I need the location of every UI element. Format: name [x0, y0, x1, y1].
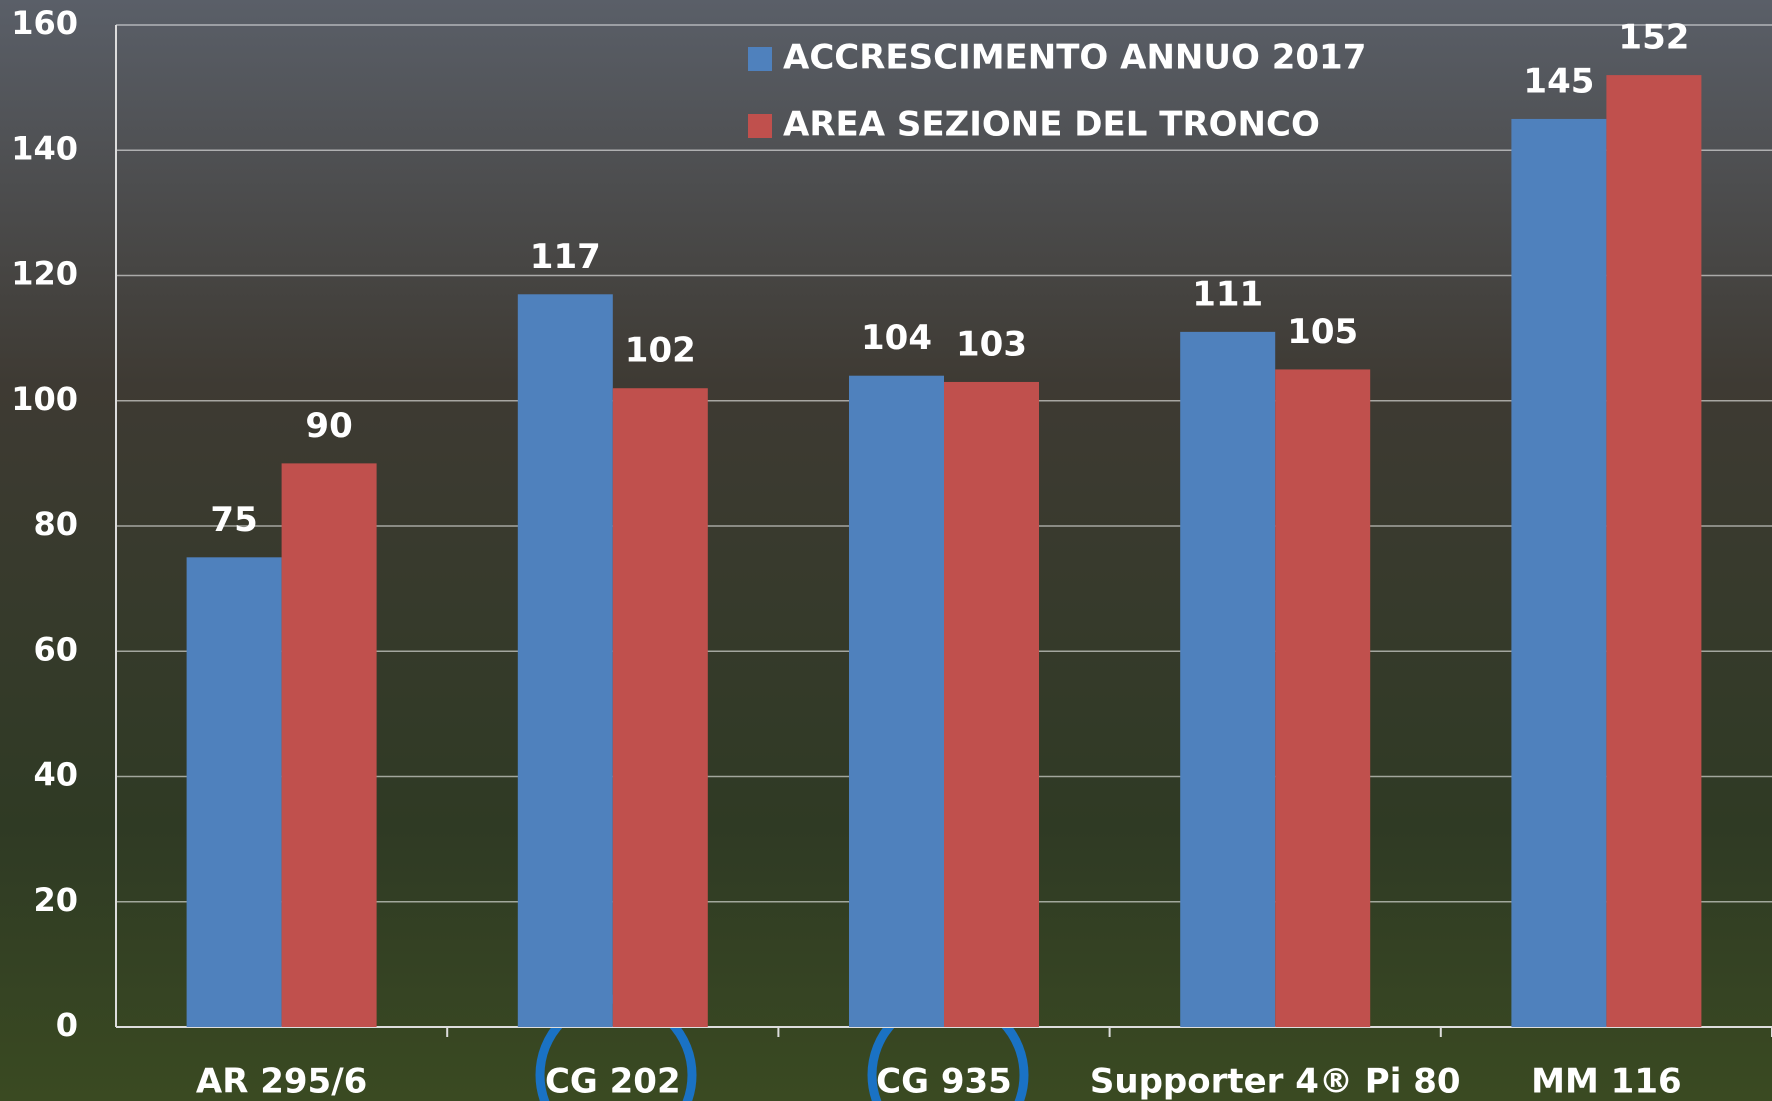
legend-swatch — [748, 114, 772, 138]
value-label: 117 — [530, 237, 601, 277]
y-tick-label: 60 — [33, 630, 78, 668]
bar — [944, 381, 1039, 1027]
value-label: 102 — [625, 331, 696, 371]
bar — [186, 557, 282, 1027]
x-tick-label: CG 935 — [876, 1062, 1012, 1101]
value-label: 103 — [956, 324, 1027, 364]
y-tick-label: 160 — [11, 4, 78, 42]
y-tick-label: 140 — [11, 129, 78, 167]
value-label: 111 — [1192, 274, 1263, 314]
bar — [612, 388, 708, 1028]
legend-swatch — [748, 47, 772, 71]
bar — [1606, 75, 1702, 1028]
value-label: 90 — [305, 406, 352, 446]
bar — [849, 375, 944, 1027]
y-tick-label: 120 — [11, 255, 78, 293]
y-tick-label: 0 — [56, 1006, 78, 1044]
y-tick-label: 40 — [33, 756, 78, 794]
y-tick-label: 80 — [33, 505, 78, 543]
y-tick-label: 20 — [33, 881, 78, 919]
x-tick-label: CG 202 — [545, 1062, 681, 1101]
value-label: 145 — [1523, 61, 1594, 101]
bar — [281, 463, 377, 1027]
value-label: 75 — [210, 500, 257, 540]
bar — [1511, 118, 1607, 1027]
value-label: 105 — [1287, 312, 1358, 352]
y-tick-label: 100 — [11, 380, 78, 418]
bar — [1180, 331, 1276, 1027]
bar — [1275, 369, 1371, 1027]
x-tick-label: AR 295/6 — [196, 1062, 367, 1101]
x-tick-label: Supporter 4® Pi 80 — [1090, 1062, 1461, 1101]
legend-label: ACCRESCIMENTO ANNUO 2017 — [783, 38, 1366, 78]
x-tick-label: MM 116 — [1531, 1062, 1681, 1101]
legend-label: AREA SEZIONE DEL TRONCO — [783, 105, 1320, 145]
value-label: 152 — [1618, 18, 1689, 58]
value-label: 104 — [861, 318, 932, 358]
bar — [517, 294, 613, 1028]
